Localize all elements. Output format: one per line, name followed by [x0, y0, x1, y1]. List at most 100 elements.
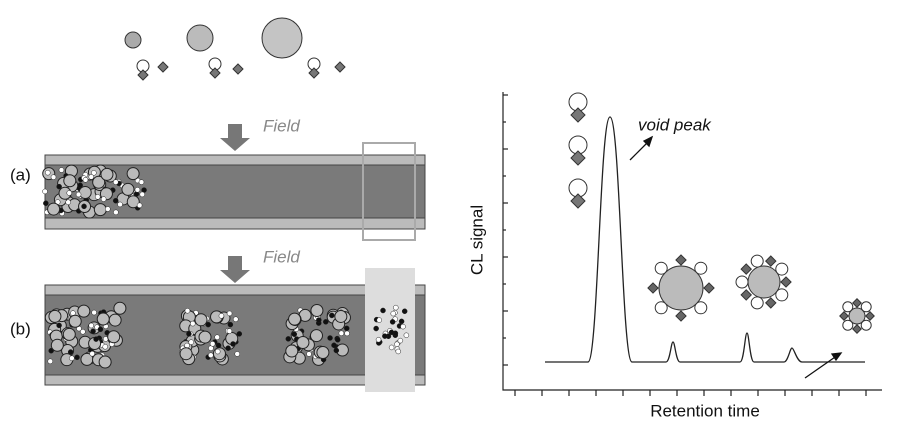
particle — [96, 312, 110, 326]
particle — [47, 202, 61, 216]
particle — [82, 177, 89, 183]
particle — [226, 310, 233, 317]
particle — [80, 328, 86, 335]
particle — [56, 183, 62, 190]
particle — [100, 167, 114, 181]
particle — [236, 331, 243, 337]
peak-icons — [568, 92, 875, 334]
label — [675, 254, 687, 266]
particle — [393, 304, 399, 311]
particle — [306, 351, 312, 357]
particle — [398, 318, 405, 325]
particle — [394, 341, 400, 347]
antibody — [842, 301, 854, 313]
label — [765, 297, 777, 309]
particle — [214, 334, 220, 340]
label — [570, 107, 586, 123]
particle — [316, 317, 322, 323]
particle-cluster — [42, 164, 147, 219]
antibody — [735, 275, 749, 289]
particle — [296, 335, 310, 349]
antibody — [775, 262, 789, 276]
particle — [344, 330, 350, 337]
y-axis-label: CL signal — [467, 205, 486, 275]
particle — [373, 325, 379, 332]
label — [740, 263, 752, 275]
panel-label: (a) — [10, 165, 31, 184]
particle — [230, 341, 236, 347]
particle — [90, 328, 96, 334]
label — [740, 289, 752, 301]
signal-trace — [545, 116, 865, 363]
particle — [121, 182, 135, 196]
particle — [376, 317, 383, 323]
particle — [47, 358, 54, 365]
annotation-arrow — [629, 135, 654, 161]
field-label: Field — [263, 116, 300, 135]
antibody — [694, 261, 708, 275]
particle — [77, 304, 91, 318]
x-axis-label: Retention time — [650, 401, 760, 420]
field-arrow — [220, 124, 250, 151]
particle — [91, 170, 97, 176]
field-arrow — [220, 256, 250, 283]
legend-particles — [124, 17, 346, 81]
particle — [179, 347, 193, 361]
label — [865, 311, 875, 321]
particle — [401, 308, 408, 315]
particle — [94, 194, 101, 200]
antibody — [842, 319, 854, 331]
label — [780, 276, 792, 288]
antibody — [750, 296, 764, 310]
particle — [194, 313, 208, 327]
particle — [285, 336, 292, 342]
particle — [285, 344, 299, 358]
particle — [97, 326, 104, 333]
particle — [108, 313, 122, 327]
label — [852, 298, 862, 308]
particle — [89, 350, 95, 357]
particle — [58, 167, 65, 173]
particle — [389, 319, 396, 325]
annotation-arrow — [804, 352, 843, 379]
particle — [63, 174, 77, 188]
particle — [65, 199, 71, 205]
particle — [309, 329, 323, 343]
particle — [390, 310, 397, 317]
antibody — [694, 301, 708, 315]
particle — [316, 345, 330, 359]
field-label: Field — [263, 247, 300, 266]
particle — [658, 265, 704, 311]
particle — [208, 352, 214, 358]
particle — [88, 174, 95, 180]
particle — [395, 348, 402, 355]
particle — [186, 331, 192, 337]
particle — [67, 349, 74, 355]
particle — [78, 185, 92, 199]
particle — [388, 329, 395, 336]
particle — [134, 187, 141, 193]
particle — [190, 320, 196, 327]
particle — [310, 303, 324, 317]
particle — [138, 179, 145, 185]
particle — [43, 200, 49, 207]
particle — [50, 174, 57, 180]
particle — [214, 348, 221, 355]
antibody — [750, 254, 764, 268]
particle — [291, 331, 298, 337]
label — [647, 282, 659, 294]
particle — [62, 327, 76, 341]
antibody — [775, 288, 789, 302]
particle — [329, 312, 335, 319]
label — [839, 311, 849, 321]
particle — [91, 309, 97, 316]
particle — [382, 333, 388, 339]
particle — [77, 182, 83, 189]
label — [570, 150, 586, 166]
particle — [105, 206, 111, 212]
particle — [81, 203, 87, 210]
particle — [102, 343, 108, 350]
label — [852, 324, 862, 334]
particle — [226, 328, 233, 334]
